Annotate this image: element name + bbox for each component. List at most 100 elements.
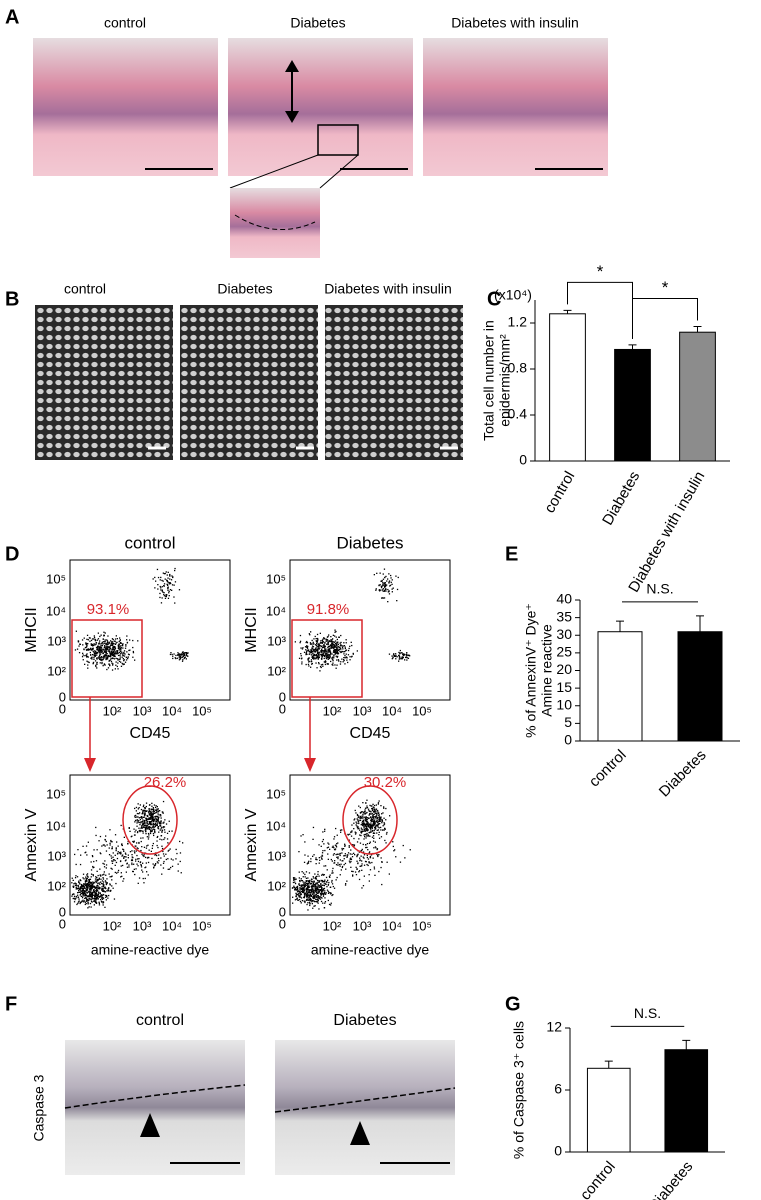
flow-dot	[104, 860, 105, 861]
flow-dot	[76, 631, 77, 632]
flow-dot	[350, 849, 351, 850]
flow-dot	[304, 854, 305, 855]
flow-dot	[137, 832, 138, 833]
flow-dot	[390, 585, 391, 586]
y-tick-label: 0	[554, 1143, 562, 1159]
flow-dot	[82, 644, 83, 645]
flow-dot	[111, 855, 112, 856]
flow-dot	[110, 876, 111, 877]
flow-dot	[169, 578, 170, 579]
flow-dot	[400, 862, 401, 863]
flow-dot	[314, 657, 315, 658]
panel-letter: G	[505, 993, 521, 1015]
flow-dot	[82, 897, 83, 898]
flow-dot	[384, 822, 385, 823]
flow-dot	[88, 900, 89, 901]
flow-dot	[157, 837, 158, 838]
flow-dot	[360, 843, 361, 844]
flow-dot	[96, 899, 97, 900]
flow-dot	[340, 830, 341, 831]
flow-x-tick: 10⁴	[162, 703, 182, 718]
flow-dot	[160, 864, 161, 865]
error-bar	[605, 1061, 613, 1068]
flow-dot	[170, 848, 171, 849]
flow-dot	[145, 857, 146, 858]
flow-x-tick: 10⁵	[192, 703, 212, 718]
flow-dot	[171, 831, 172, 832]
gate-arrow-head	[84, 758, 96, 772]
flow-dot	[367, 828, 368, 829]
flow-dot	[91, 894, 92, 895]
flow-dot	[152, 845, 153, 846]
bar	[598, 632, 642, 741]
flow-dot	[85, 891, 86, 892]
flow-dot	[97, 880, 98, 881]
flow-dot	[375, 826, 376, 827]
flow-dot	[125, 853, 126, 854]
flow-dot	[104, 907, 105, 908]
flow-dot	[168, 869, 169, 870]
flow-dot	[368, 818, 369, 819]
flow-dot	[299, 889, 300, 890]
flow-dot	[100, 875, 101, 876]
flow-dot	[335, 640, 336, 641]
flow-dot	[96, 667, 97, 668]
flow-dot	[83, 654, 84, 655]
flow-dot	[408, 655, 409, 656]
flow-dot	[166, 596, 167, 597]
flow-dot	[334, 632, 335, 633]
flow-dot	[85, 897, 86, 898]
flow-dot	[309, 903, 310, 904]
flow-dot	[346, 881, 347, 882]
flow-dot	[116, 661, 117, 662]
flow-dot	[72, 878, 73, 879]
flow-dot	[90, 655, 91, 656]
flow-dot	[101, 886, 102, 887]
flow-dot	[357, 815, 358, 816]
flow-dot	[106, 867, 107, 868]
flow-dot	[389, 873, 390, 874]
flow-dot	[307, 909, 308, 910]
flow-dot	[375, 818, 376, 819]
bar	[665, 1050, 708, 1152]
flow-dot	[128, 855, 129, 856]
flow-dot	[395, 656, 396, 657]
flow-dot	[157, 847, 158, 848]
flow-dot	[363, 885, 364, 886]
flow-dot	[365, 820, 366, 821]
flow-dot	[373, 838, 374, 839]
flow-dot	[317, 640, 318, 641]
flow-dot	[343, 848, 344, 849]
flow-dot	[314, 873, 315, 874]
flow-dot	[305, 649, 306, 650]
flow-dot	[144, 847, 145, 848]
flow-y-tick: 10⁴	[266, 603, 286, 618]
flow-dot	[96, 903, 97, 904]
flow-dot	[109, 648, 110, 649]
flow-dot	[98, 633, 99, 634]
flow-dot	[86, 899, 87, 900]
flow-dot	[312, 653, 313, 654]
flow-dot	[77, 849, 78, 850]
flow-dot	[311, 652, 312, 653]
flow-dot	[164, 585, 165, 586]
flow-dot	[172, 656, 173, 657]
flow-dot	[148, 874, 149, 875]
flow-dot	[312, 908, 313, 909]
flow-dot	[92, 896, 93, 897]
flow-dot	[115, 872, 116, 873]
flow-dot	[325, 646, 326, 647]
flow-dot	[318, 908, 319, 909]
flow-dot	[349, 862, 350, 863]
flow-dot	[112, 652, 113, 653]
flow-dot	[373, 807, 374, 808]
flow-dot	[172, 859, 173, 860]
flow-dot	[170, 589, 171, 590]
flow-dot	[322, 654, 323, 655]
flow-dot	[142, 824, 143, 825]
flow-dot	[95, 639, 96, 640]
y-axis-label: % of Caspase 3⁺ cells	[511, 1021, 527, 1159]
flow-dot	[98, 888, 99, 889]
flow-dot	[106, 895, 107, 896]
flow-dot	[405, 657, 406, 658]
